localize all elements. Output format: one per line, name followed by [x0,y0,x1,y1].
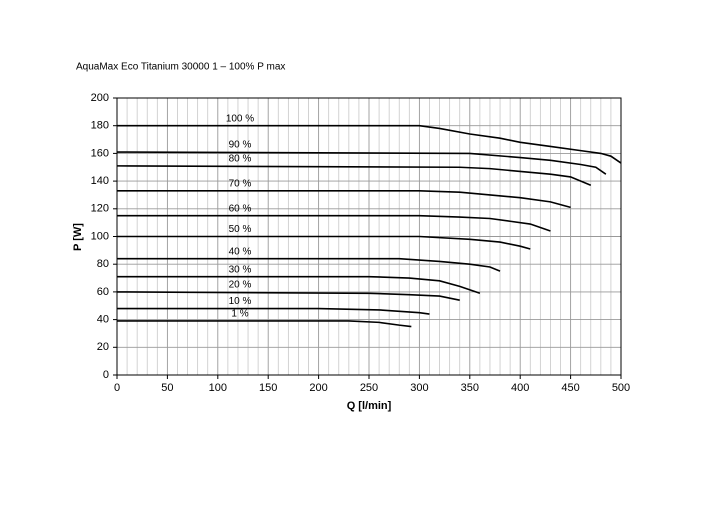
x-tick-label: 300 [410,382,428,394]
curve-label: 90 % [229,140,252,151]
y-tick-label: 140 [91,175,109,187]
x-axis-label: Q [l/min] [347,400,392,412]
curve-label: 10 % [229,296,252,307]
curve [116,151,607,175]
curve [117,189,571,209]
y-tick-label: 40 [97,314,109,326]
curve-label: 100 % [226,113,254,124]
curve-label: 20 % [229,280,252,291]
curve-label: 80 % [229,154,252,165]
x-tick-label: 450 [561,382,579,394]
y-tick-label: 20 [97,341,109,353]
y-tick-label: 80 [97,258,109,270]
curve [117,257,501,272]
curve [117,214,551,232]
x-tick-label: 400 [511,382,529,394]
x-tick-label: 0 [114,382,120,394]
y-tick-label: 180 [91,120,109,132]
x-tick-label: 350 [461,382,479,394]
y-tick-label: 60 [97,286,109,298]
x-tick-label: 100 [209,382,227,394]
x-tick-label: 500 [612,382,630,394]
x-tick-label: 150 [259,382,277,394]
x-tick-label: 200 [309,382,327,394]
x-tick-label: 250 [360,382,378,394]
curve [117,320,412,328]
y-tick-label: 200 [91,92,109,104]
curve [117,307,430,315]
curve [117,235,531,250]
y-tick-label: 0 [103,369,109,381]
curve [117,124,622,164]
curve [116,291,460,301]
y-tick-label: 100 [91,230,109,242]
chart-title: AquaMax Eco Titanium 30000 1 – 100% P ma… [76,62,285,73]
curve-label: 70 % [229,178,252,189]
curve [116,165,592,186]
curve-label: 50 % [229,224,252,235]
y-axis-label: P [W] [72,223,84,251]
y-tick-label: 120 [91,203,109,215]
curve [117,275,481,295]
curve-label: 40 % [229,246,252,257]
x-tick-label: 50 [161,382,173,394]
curve-label: 30 % [229,264,252,275]
curve-label: 1 % [231,309,248,320]
curve-label: 60 % [229,203,252,214]
y-tick-label: 160 [91,147,109,159]
